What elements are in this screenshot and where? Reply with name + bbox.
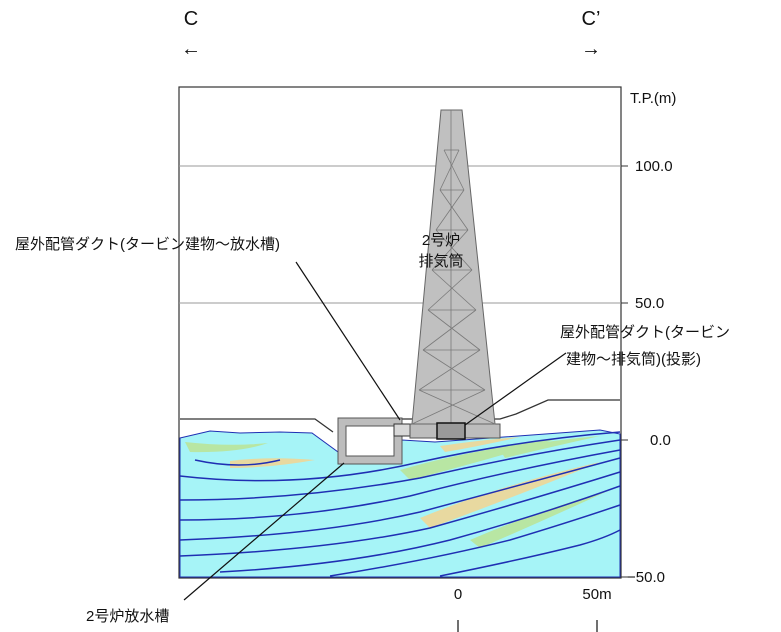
stratum-line-2 <box>179 439 621 501</box>
axis-tick-label-minus50: −50.0 <box>627 569 665 586</box>
stack-brace-12 <box>418 349 481 391</box>
leader-discharge-tank <box>183 462 345 601</box>
duct-turbine-box <box>393 423 413 437</box>
stratum-line-5 <box>179 471 621 557</box>
stratum-line-4 <box>179 457 621 541</box>
stack-brace-3 <box>439 189 469 231</box>
stack-brace-6 <box>431 229 469 271</box>
stratum-line-1 <box>179 431 621 482</box>
stratum-line-6 <box>219 485 621 573</box>
strata-lines <box>179 431 621 577</box>
label-duct-turbine: 屋外配管ダクト(タービン建物～放水槽) <box>15 236 280 253</box>
axis-tick-label-100: 100.0 <box>635 158 673 175</box>
stratum-line-8 <box>439 529 621 577</box>
stack-brace-9 <box>427 309 481 351</box>
section-right-letter: C’ <box>582 8 601 30</box>
stratum-tan-3 <box>440 437 520 452</box>
axis-tick-label-50: 50.0 <box>635 295 664 312</box>
leader-duct-turbine <box>295 261 401 421</box>
label-duct-stack-line1: 屋外配管ダクト(タービン <box>560 324 730 341</box>
stratum-green-1 <box>185 442 268 453</box>
stack-brace-10 <box>422 309 477 351</box>
stack-brace-7 <box>431 269 477 311</box>
stratum-line-3 <box>179 449 621 521</box>
stratum-tan-1 <box>230 458 315 468</box>
stratum-green-3 <box>470 490 610 548</box>
duct-stack-box <box>436 422 466 440</box>
stratum-tan-2 <box>420 462 600 528</box>
stack-brace-5 <box>435 229 473 271</box>
axis-unit-label: T.P.(m) <box>630 90 676 107</box>
scale-label-0: 0 <box>454 586 462 603</box>
strata-accents <box>185 436 610 548</box>
section-right-arrow: → <box>581 38 601 60</box>
stratum-line-9 <box>194 459 281 466</box>
stack-brace-8 <box>427 269 473 311</box>
label-duct-stack-line2: 建物～排気筒)(投影) <box>566 351 701 368</box>
stack-brace-11 <box>422 349 486 391</box>
axis-tick-label-0: 0.0 <box>650 432 671 449</box>
stack-brace-1 <box>443 149 465 191</box>
stack-label-line2: 排気筒 <box>418 253 463 270</box>
stack-brace-2 <box>439 149 460 191</box>
scale-label-50: 50m <box>582 586 611 603</box>
stack-lattice <box>411 110 496 425</box>
stack-brace-4 <box>435 189 465 231</box>
discharge-tank-structure <box>337 417 403 465</box>
leader-duct-stack <box>464 352 567 426</box>
stratum-green-4 <box>500 436 600 458</box>
stack-label-line1: 2号炉 <box>422 232 460 249</box>
section-left-arrow: ← <box>181 38 201 60</box>
stack-brace-14 <box>411 389 486 425</box>
stratum-line-7 <box>329 504 621 577</box>
section-left-letter: C <box>184 8 198 30</box>
stack-brace-13 <box>418 389 496 425</box>
label-discharge-tank: 2号炉放水槽 <box>86 608 169 625</box>
